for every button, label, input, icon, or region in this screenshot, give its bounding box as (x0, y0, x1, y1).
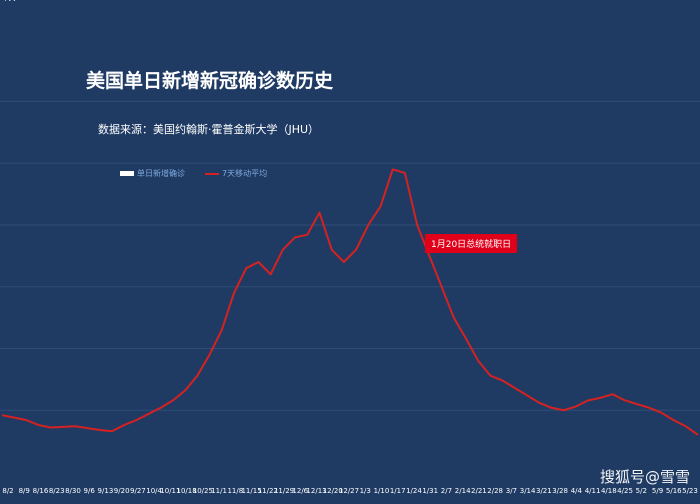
chart-subtitle: 数据来源：美国约翰斯·霍普金斯大学（JHU） (98, 123, 320, 136)
x-tick-label: 3/21 (536, 487, 552, 495)
legend-item-daily: 单日新增确诊 (120, 168, 185, 179)
x-tick-label: 1/24 (406, 487, 422, 495)
moving-average-line (1, 168, 699, 436)
x-tick-label: 2/7 (441, 487, 452, 495)
x-tick-label: 5/16 (666, 487, 682, 495)
x-tick-label: 8/16 (33, 487, 49, 495)
x-tick-label: 10/4 (146, 487, 162, 495)
x-tick-label: 1/10 (374, 487, 390, 495)
x-tick-label: 4/25 (617, 487, 633, 495)
x-tick-label: 5/2 (636, 487, 647, 495)
x-tick-label: 9/20 (114, 487, 130, 495)
x-tick-label: 4/4 (571, 487, 583, 495)
x-tick-label: 2/14 (455, 487, 471, 495)
data-label: 305,004 (0, 0, 29, 2)
data-label: 228,333 (0, 0, 29, 2)
inauguration-annotation: 1月20日总统就职日 (425, 234, 518, 253)
data-label: 61,664 (0, 0, 25, 2)
x-tick-label: 5/23 (682, 487, 698, 495)
x-tick-label: 2/28 (487, 487, 503, 495)
x-tick-label: 2/21 (471, 487, 487, 495)
x-tick-label: 4/11 (585, 487, 601, 495)
x-tick-label: 11/22 (258, 487, 278, 495)
data-label: 33,902 (0, 0, 25, 2)
x-tick-label: 5/9 (652, 487, 663, 495)
data-label: 57,864 (0, 0, 25, 2)
data-label: 70,955 (0, 0, 25, 2)
x-tick-label: 1/3 (360, 487, 371, 495)
x-tick-label: 12/6 (292, 487, 308, 495)
x-tick-label: 11/1 (211, 487, 227, 495)
data-label: 90,335 (0, 0, 25, 2)
x-tick-label: 11/8 (227, 487, 243, 495)
legend-line-swatch (205, 172, 219, 175)
data-label: 36,387 (0, 0, 25, 2)
x-tick-label: 11/15 (241, 487, 261, 495)
data-label: 84,087 (0, 0, 25, 2)
x-tick-label: 3/7 (506, 487, 517, 495)
x-tick-label: 8/30 (65, 487, 81, 495)
x-tick-label: 12/20 (323, 487, 343, 495)
data-label: 20, (0, 0, 11, 2)
x-tick-label: 9/27 (130, 487, 146, 495)
data-label: 2,283 (0, 0, 20, 2)
x-tick-label: 1/31 (422, 487, 438, 495)
x-tick-label: 4/18 (601, 487, 617, 495)
x-tick-label: 9/6 (84, 487, 96, 495)
x-tick-label: 3/14 (520, 487, 536, 495)
chart-title: 美国单日新增新冠确诊数历史 (86, 70, 334, 92)
x-tick-label: 10/18 (177, 487, 197, 495)
watermark: 搜狐号@雪雪 (600, 468, 691, 486)
data-label: 24,223 (0, 0, 25, 2)
x-tick-label: 12/13 (306, 487, 326, 495)
x-tick-label: 10/11 (160, 487, 180, 495)
x-tick-label: 1/17 (390, 487, 406, 495)
data-label: 195,232 (0, 0, 29, 2)
legend-bar-swatch (120, 171, 134, 176)
x-tick-label: 11/29 (274, 487, 294, 495)
data-label: 171,831 (0, 0, 29, 2)
data-label: 103,618 (0, 0, 29, 2)
x-tick-label: 12/27 (339, 487, 359, 495)
x-tick-label: 8/9 (19, 487, 30, 495)
legend-label-daily: 单日新增确诊 (137, 169, 185, 178)
x-tick-label: 9/13 (98, 487, 114, 495)
data-label: 34,933 (0, 0, 25, 2)
data-label: 129,851 (0, 0, 29, 2)
x-tick-label: 8/23 (49, 487, 65, 495)
x-tick-label: 8/2 (2, 487, 13, 495)
x-tick-label: 3/28 (552, 487, 568, 495)
legend-item-ma: 7天移动平均 (205, 168, 267, 179)
data-label: 250,718 (0, 0, 29, 2)
legend-label-ma: 7天移动平均 (222, 169, 268, 178)
data-label: 77,192 (0, 0, 25, 2)
data-label: 131,206 (0, 0, 29, 2)
x-tick-label: 10/25 (193, 487, 213, 495)
